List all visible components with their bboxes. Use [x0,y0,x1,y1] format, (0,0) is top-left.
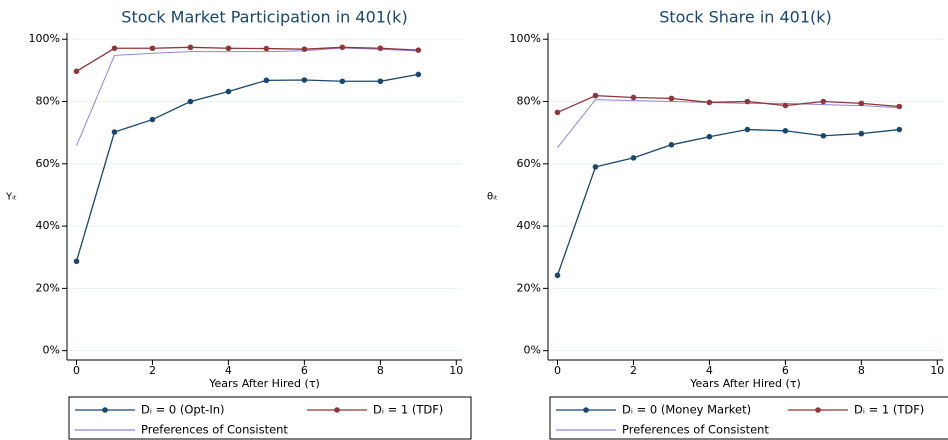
series-marker [377,78,384,85]
series-line [556,128,900,276]
y-tick-label: 20% [36,281,60,294]
series-marker [301,46,308,52]
series-marker [630,94,637,101]
legend-label: Dᵢ = 0 (Money Market) [622,403,751,417]
series-marker [225,88,232,95]
series-marker [415,47,422,53]
y-axis-label: θᵢₜ [487,192,498,203]
legend-marker [815,407,821,413]
series-marker [111,45,118,52]
legend-box [549,396,948,440]
series-marker [630,155,637,161]
x-tick-label: 2 [630,364,637,377]
y-tick-label: 100% [510,32,541,45]
series-marker [706,133,713,140]
y-tick-label: 60% [517,157,541,170]
legend-label: Preferences of Consistent [141,423,288,437]
series-marker [820,132,827,139]
series-marker [896,103,903,110]
series-marker [668,95,675,102]
series-marker [263,77,270,84]
series-marker [111,129,118,135]
y-tick-label: 60% [36,157,60,170]
series-marker [896,126,903,133]
legend-marker [583,407,589,413]
x-tick-label: 4 [706,364,713,377]
legend-label: Dᵢ = 0 (Opt-In) [141,403,225,417]
y-tick-label: 80% [517,95,541,108]
legend-marker [334,407,340,413]
y-tick-label: 100% [29,32,60,45]
series-marker [225,45,232,52]
x-axis-label: Years After Hired (τ) [208,377,320,390]
y-tick-label: 20% [517,281,541,294]
x-tick-label: 6 [782,364,789,377]
series-marker [339,78,346,85]
x-tick-label: 0 [554,364,561,377]
x-tick-label: 8 [858,364,865,377]
series-marker [149,116,156,123]
x-tick-label: 10 [449,364,463,377]
y-tick-label: 0% [43,344,60,357]
y-tick-label: 40% [36,219,60,232]
series-marker [339,44,346,51]
x-axis-label: Years After Hired (τ) [689,377,801,390]
legend-marker [102,407,108,413]
series-marker [668,142,675,148]
series-marker [858,130,865,137]
series-marker [377,45,384,52]
series-marker [73,68,80,75]
legend-label: Dᵢ = 1 (TDF) [854,403,924,417]
series-marker [782,127,789,134]
chart-panel: Stock Share in 401(k) 0% 20% 40% 60% 80% 100% 0… [487,8,948,440]
chart-title: Stock Share in 401(k) [659,8,832,27]
series-line [557,99,900,148]
series-line [76,47,419,146]
series-marker [744,126,751,133]
series-marker [263,45,270,52]
series-marker [187,44,194,51]
legend-label: Dᵢ = 1 (TDF) [373,403,443,417]
series-marker [820,98,827,105]
y-tick-label: 80% [36,95,60,108]
series-marker [706,99,713,106]
x-tick-label: 0 [73,364,80,377]
y-tick-label: 0% [524,344,541,357]
series-marker [592,92,599,99]
y-tick-label: 40% [517,219,541,232]
series-marker [554,109,561,116]
series-marker [187,98,194,105]
series-line [75,73,419,262]
x-tick-label: 4 [225,364,232,377]
chart-panel: Stock Market Participation in 401(k)0%20… [5,8,472,440]
series-marker [415,71,422,78]
series-marker [592,164,599,170]
series-marker [744,98,751,105]
legend-label: Preferences of Consistent [622,423,769,437]
series-marker [301,77,308,83]
chart-title: Stock Market Participation in 401(k) [121,8,407,27]
series-marker [73,258,80,265]
series-marker [149,45,156,52]
series-line [557,94,900,114]
series-line [76,46,419,72]
series-marker [858,100,865,107]
x-tick-label: 10 [930,364,944,377]
y-axis-label: Yᵢₜ [5,192,17,203]
x-tick-label: 8 [377,364,384,377]
x-tick-label: 2 [149,364,156,377]
series-marker [782,102,789,109]
legend-box [68,396,472,440]
series-marker [554,272,561,279]
x-tick-label: 6 [301,364,308,377]
